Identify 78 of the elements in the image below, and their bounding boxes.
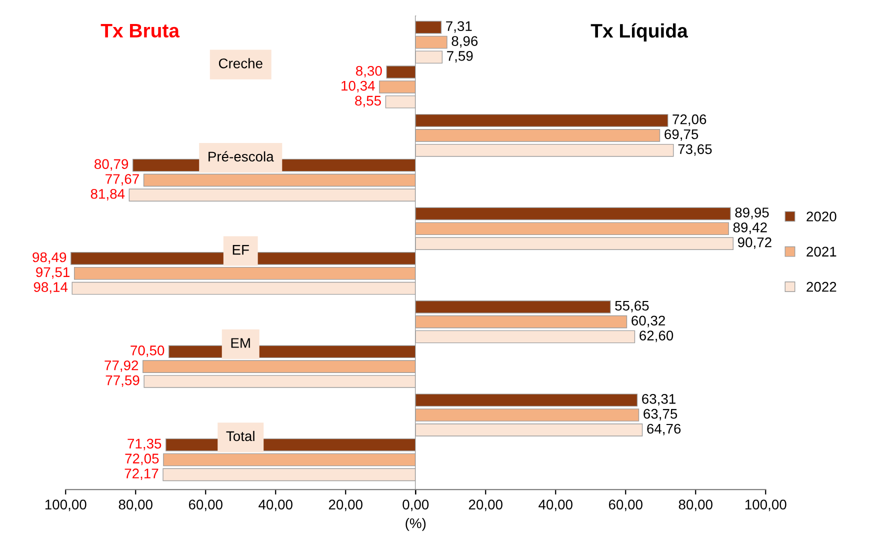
data-label: 7,59	[447, 51, 473, 63]
data-label: 8,96	[452, 36, 478, 48]
data-label: 98,49	[32, 252, 66, 264]
x-tick-label: 20,00	[328, 500, 362, 512]
bar	[416, 315, 628, 328]
bar	[416, 207, 731, 220]
bar	[379, 80, 416, 94]
bar	[416, 408, 640, 422]
bar	[416, 50, 443, 64]
data-label: 72,05	[125, 454, 159, 466]
data-label: 72,17	[124, 468, 158, 480]
bar	[416, 237, 734, 250]
x-tick-label: 40,00	[258, 500, 292, 512]
bar	[416, 330, 636, 344]
data-label: 64,76	[647, 424, 681, 436]
x-tick-label: 100,00	[45, 500, 86, 512]
bar	[142, 360, 416, 373]
data-label: 72,06	[672, 114, 706, 126]
bar	[144, 375, 416, 388]
data-label: 63,75	[644, 408, 678, 420]
bar	[416, 144, 674, 157]
x-tick-label: 60,00	[188, 500, 222, 512]
bar	[416, 222, 729, 236]
data-label: 98,14	[34, 282, 68, 294]
x-tick-label: 60,00	[608, 500, 642, 512]
x-tick-label: 20,00	[468, 500, 502, 512]
y-tick-label: EF	[232, 245, 249, 255]
data-label: 73,65	[678, 144, 712, 156]
bar	[416, 20, 442, 34]
bar	[143, 174, 416, 187]
bar	[385, 95, 416, 108]
annotation: Tx Bruta	[100, 24, 180, 38]
x-tick-label: 80,00	[678, 500, 712, 512]
y-tick-label: Total	[226, 430, 254, 442]
x-tick-label: 40,00	[538, 500, 572, 512]
bar	[162, 468, 416, 482]
data-label: 90,72	[738, 237, 772, 249]
data-label: 69,75	[664, 129, 698, 141]
y-tick-label: EM	[231, 338, 250, 348]
data-label: 7,31	[446, 21, 472, 33]
bar	[163, 453, 416, 466]
bar	[416, 129, 660, 142]
bar	[386, 66, 416, 78]
bar	[416, 114, 668, 127]
data-label: 10,34	[342, 80, 375, 92]
data-label: 80,79	[94, 159, 128, 171]
data-label: 89,95	[735, 208, 769, 220]
legend-label: 2022	[806, 282, 836, 292]
annotation: Tx Líquida	[590, 23, 688, 42]
bar	[416, 394, 638, 407]
bar	[72, 282, 416, 295]
x-axis-title: (%)	[406, 518, 426, 531]
bar	[128, 188, 416, 202]
data-label: 55,65	[615, 300, 649, 312]
data-label: 77,92	[104, 360, 138, 372]
bar	[74, 266, 416, 280]
y-tick-label: Pré-escola	[208, 151, 274, 162]
data-label: 70,50	[130, 346, 164, 358]
y-tick-label: Creche	[218, 58, 262, 68]
x-tick-label: 100,00	[745, 500, 786, 512]
bar	[416, 36, 448, 49]
data-label: 62,60	[640, 330, 674, 342]
bar	[416, 300, 611, 314]
x-tick-label: 80,00	[118, 500, 152, 512]
data-label: 71,35	[128, 438, 162, 450]
data-label: 77,67	[106, 174, 139, 186]
data-label: 89,42	[733, 222, 767, 234]
x-tick-label: 0,00	[402, 500, 429, 512]
data-label: 77,59	[106, 375, 140, 387]
data-label: 8,55	[355, 96, 381, 108]
data-label: 81,84	[90, 188, 125, 200]
data-label: 97,51	[36, 267, 70, 279]
legend-label: 2020	[806, 212, 836, 222]
data-label: 8,30	[356, 66, 382, 78]
data-label: 60,32	[632, 316, 665, 328]
bar	[416, 424, 643, 436]
legend-label: 2021	[806, 246, 836, 257]
data-label: 63,31	[642, 394, 676, 406]
